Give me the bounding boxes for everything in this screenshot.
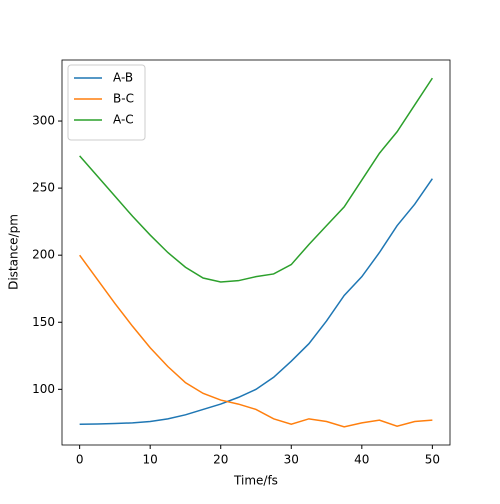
x-tick-label: 0	[76, 453, 84, 467]
line-series	[79, 254, 433, 428]
x-tick-label: 40	[354, 453, 369, 467]
x-tick-label: 30	[284, 453, 299, 467]
y-axis-label: Distance/pm	[7, 214, 21, 290]
line-series	[79, 178, 433, 425]
x-axis-label: Time/fs	[233, 474, 278, 488]
legend-box	[67, 64, 146, 141]
y-tick-label: 300	[32, 114, 55, 128]
y-tick-label: 200	[32, 248, 55, 262]
x-tick-label: 50	[425, 453, 440, 467]
legend-label: A-B	[113, 71, 133, 85]
y-tick-label: 100	[32, 382, 55, 396]
y-tick-label: 150	[32, 315, 55, 329]
x-tick-label: 20	[213, 453, 228, 467]
plot-frame	[61, 59, 451, 446]
x-tick-label: 10	[143, 453, 158, 467]
legend-label: B-C	[113, 92, 134, 106]
y-tick-label: 250	[32, 181, 55, 195]
line-series	[79, 77, 433, 283]
legend-label: A-C	[113, 113, 134, 127]
